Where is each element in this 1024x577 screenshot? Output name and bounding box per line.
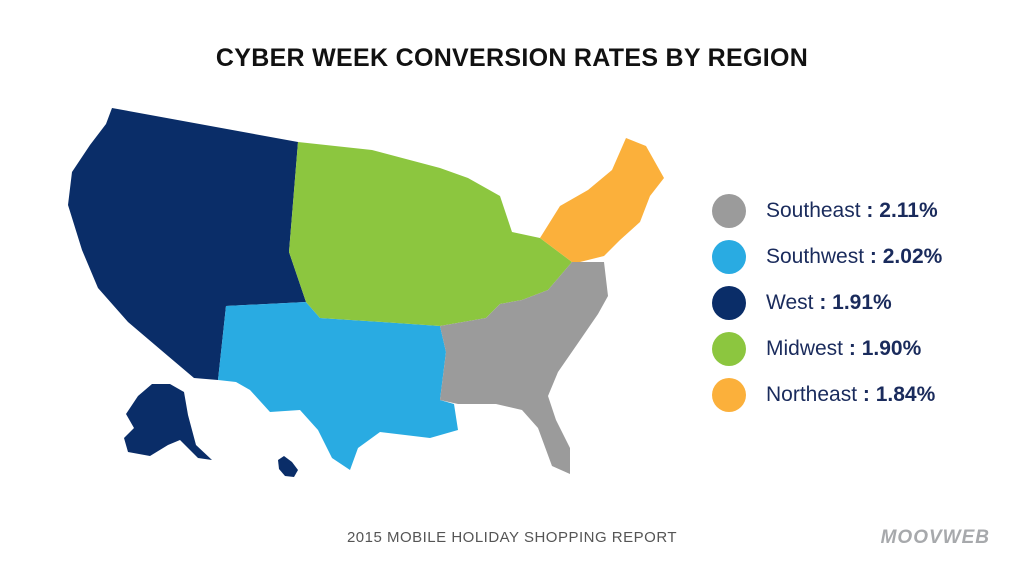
midwest-shape — [289, 142, 572, 326]
footer-caption: 2015 MOBILE HOLIDAY SHOPPING REPORT — [346, 529, 678, 546]
legend-separator: : — [866, 199, 874, 222]
legend-value: 2.11% — [879, 199, 938, 222]
legend-separator: : — [869, 245, 877, 268]
legend-region-label: West — [766, 291, 814, 314]
west-mainland — [68, 108, 306, 380]
legend-region-label: Southwest — [766, 245, 865, 268]
legend-swatch — [712, 286, 746, 320]
legend-separator: : — [819, 291, 827, 314]
legend-item-west: West : 1.91% — [712, 280, 942, 326]
legend-separator: : — [862, 383, 870, 406]
legend-item-midwest: Midwest : 1.90% — [712, 326, 942, 372]
legend-item-northeast: Northeast : 1.84% — [712, 372, 942, 418]
legend-value: 2.02% — [882, 245, 943, 268]
legend-item-southeast: Southeast : 2.11% — [712, 188, 942, 234]
alaska — [124, 384, 212, 460]
legend-swatch — [712, 240, 746, 274]
region-west — [68, 108, 306, 477]
region-midwest — [289, 142, 572, 326]
legend: Southeast : 2.11% Southwest : 2.02% West… — [712, 188, 942, 418]
southwest-shape — [218, 302, 458, 470]
legend-item-southwest: Southwest : 2.02% — [712, 234, 942, 280]
legend-swatch — [712, 194, 746, 228]
brand-logo: MOOVWEB — [880, 527, 990, 548]
legend-swatch — [712, 378, 746, 412]
legend-value: 1.91% — [832, 291, 892, 314]
region-southeast — [440, 262, 608, 474]
legend-region-label: Midwest — [766, 337, 844, 360]
southeast-shape — [440, 262, 608, 474]
legend-swatch — [712, 332, 746, 366]
legend-separator: : — [848, 337, 856, 360]
hawaii — [278, 456, 298, 477]
legend-region-label: Northeast — [766, 383, 858, 406]
legend-value: 1.90% — [861, 337, 922, 360]
region-northeast — [540, 138, 664, 262]
page-title: CYBER WEEK CONVERSION RATES BY REGION — [215, 44, 809, 72]
region-southwest — [218, 302, 458, 470]
legend-value: 1.84% — [875, 383, 936, 406]
northeast-shape — [540, 138, 664, 262]
legend-region-label: Southeast — [766, 199, 861, 222]
